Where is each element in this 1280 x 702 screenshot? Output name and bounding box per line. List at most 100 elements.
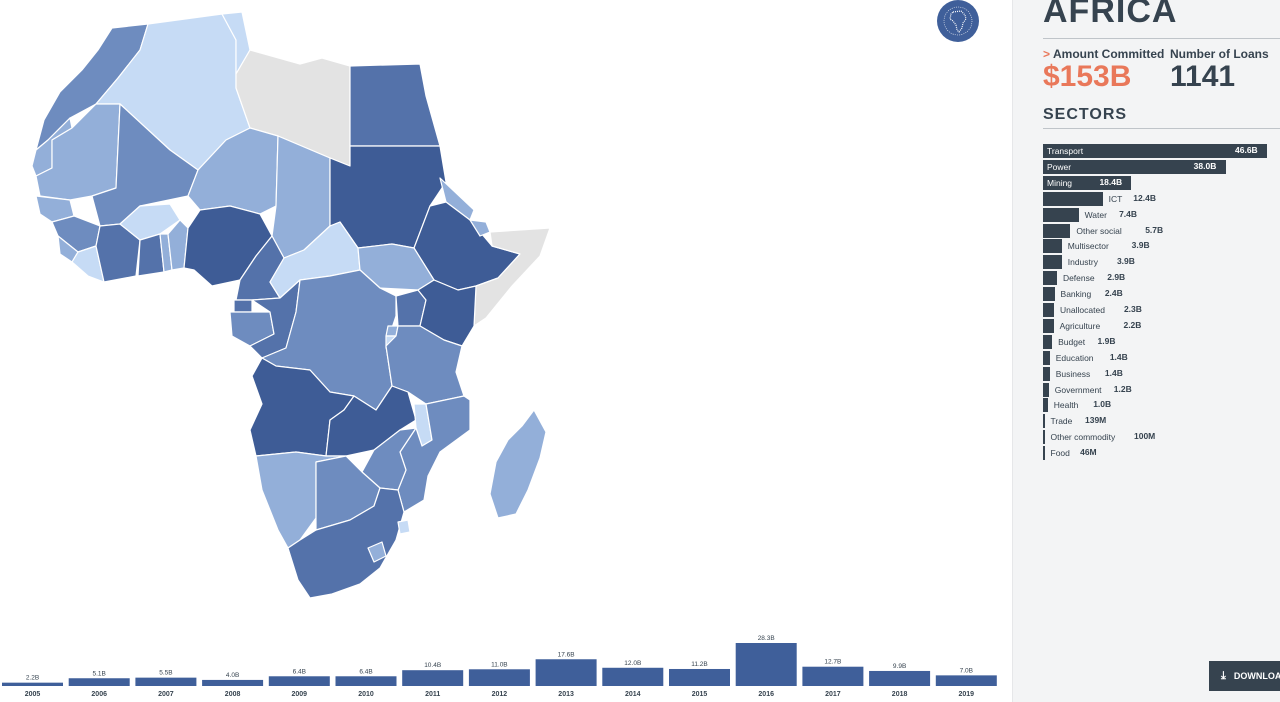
sector-value: 3.9B	[1116, 256, 1135, 267]
africa-map-svg	[31, 11, 551, 599]
amount-committed-label[interactable]: > Amount Committed	[1043, 47, 1164, 61]
year-bar[interactable]	[869, 670, 931, 686]
year-tick-label: 2016	[758, 691, 774, 698]
sector-row[interactable]: Government 1.2B	[1043, 382, 1280, 397]
sector-row[interactable]: Education 1.4B	[1043, 350, 1280, 365]
year-bar-value-label: 12.7B	[824, 659, 841, 666]
sector-value: 2.9B	[1107, 272, 1126, 283]
sector-value: 1.9B	[1097, 335, 1116, 346]
sector-value: 2.3B	[1123, 304, 1142, 314]
sector-bar	[1043, 350, 1050, 365]
year-bar-value-label: 2.2B	[26, 675, 39, 682]
sector-bar	[1043, 175, 1132, 190]
africa-globe-icon[interactable]	[937, 0, 979, 42]
sector-name: Unallocated	[1060, 305, 1105, 315]
year-tick-label: 2013	[558, 691, 574, 698]
sector-value: 18.4B	[1099, 176, 1123, 187]
sector-bar	[1043, 398, 1048, 413]
sector-row[interactable]: Power 38.0B	[1043, 159, 1280, 174]
year-tick-label: 2010	[358, 691, 374, 698]
sector-bar	[1043, 191, 1103, 206]
sector-bar	[1043, 366, 1050, 381]
sector-name: Industry	[1067, 257, 1098, 268]
year-tick-label: 2007	[158, 691, 174, 698]
sector-bar	[1043, 334, 1053, 349]
sector-value: 1.2B	[1113, 383, 1132, 394]
sector-bar	[1043, 430, 1045, 445]
year-bar[interactable]	[335, 676, 397, 686]
sector-row[interactable]: Budget 1.9B	[1043, 334, 1280, 349]
country-madagascar[interactable]	[489, 409, 547, 519]
sector-row[interactable]: Food 46M	[1043, 446, 1280, 461]
sector-row[interactable]: Banking 2.4B	[1043, 287, 1280, 302]
country-kenya[interactable]	[417, 279, 477, 347]
sector-bar	[1043, 255, 1062, 270]
sector-bar	[1043, 159, 1226, 174]
sector-row[interactable]: Defense 2.9B	[1043, 271, 1280, 286]
year-bar[interactable]	[2, 682, 63, 686]
number-of-loans-label[interactable]: Number of Loans	[1170, 47, 1269, 61]
country-equatorial-guinea[interactable]	[233, 299, 253, 313]
sector-row[interactable]: Multisector 3.9B	[1043, 239, 1280, 254]
sector-row[interactable]: Transport 46.6B	[1043, 144, 1280, 158]
country-eswatini[interactable]	[397, 519, 411, 535]
sector-name: Transport	[1047, 146, 1084, 156]
amount-committed-label-text: Amount Committed	[1053, 47, 1165, 61]
country-lesotho[interactable]	[367, 541, 387, 563]
sector-name: Budget	[1058, 336, 1086, 347]
year-bar[interactable]	[935, 675, 997, 686]
sector-value: 1.4B	[1104, 367, 1123, 378]
year-bar[interactable]	[669, 668, 730, 686]
year-tick-label: 2019	[959, 691, 975, 698]
sector-row[interactable]: Agriculture 2.2B	[1043, 318, 1280, 333]
country-niger[interactable]	[187, 127, 279, 215]
year-bar[interactable]	[68, 678, 130, 686]
country-south-africa[interactable]	[287, 487, 405, 599]
sector-name: Multisector	[1067, 241, 1109, 252]
year-bar-value-label: 11.0B	[491, 661, 508, 668]
country-egypt[interactable]	[349, 63, 441, 147]
year-bar-value-label: 9.9B	[893, 663, 906, 670]
year-bar[interactable]	[602, 667, 664, 686]
sector-value: 2.4B	[1104, 288, 1123, 299]
year-tick-label: 2005	[25, 691, 41, 698]
year-bar[interactable]	[402, 670, 464, 686]
year-bar[interactable]	[268, 676, 330, 686]
sector-row[interactable]: Water 7.4B	[1043, 207, 1280, 222]
sectors-divider	[1043, 128, 1280, 129]
year-bar[interactable]	[468, 669, 530, 686]
sector-row[interactable]: ICT 12.4B	[1043, 191, 1280, 206]
sector-name: Other social	[1076, 225, 1122, 236]
year-bar[interactable]	[135, 677, 197, 686]
sector-row[interactable]: Health 1.0B	[1043, 398, 1280, 413]
sector-row[interactable]: Other commodity 100M	[1043, 430, 1280, 445]
sector-name: Education	[1055, 352, 1094, 363]
sector-name: Food	[1050, 448, 1070, 459]
africa-map	[31, 0, 979, 599]
download-button[interactable]: ⤓ DOWNLOAD	[1209, 661, 1280, 691]
sector-bar	[1043, 271, 1057, 286]
sector-row[interactable]: Business 1.4B	[1043, 366, 1280, 381]
year-bar-value-label: 4.0B	[226, 672, 239, 679]
sector-value: 38.0B	[1193, 160, 1217, 171]
sector-row[interactable]: Unallocated 2.3B	[1043, 303, 1280, 317]
sector-row[interactable]: Industry 3.9B	[1043, 255, 1280, 270]
year-bar-value-label: 17.6B	[558, 651, 575, 658]
sector-row[interactable]: Mining 18.4B	[1043, 175, 1280, 190]
year-tick-label: 2008	[225, 691, 241, 698]
year-bar[interactable]	[535, 659, 597, 686]
sector-name: Health	[1053, 400, 1079, 411]
year-bar[interactable]	[802, 666, 864, 686]
sector-value: 2.2B	[1123, 319, 1142, 330]
sectors-title: SECTORS	[1043, 106, 1128, 123]
region-sidebar: AFRICA > Amount Committed Number of Loans…	[1012, 0, 1280, 702]
sector-bar	[1043, 207, 1079, 222]
chevron-right-icon: >	[1043, 47, 1051, 61]
year-bar[interactable]	[735, 643, 797, 686]
sector-name: Other commodity	[1050, 432, 1116, 443]
year-bar[interactable]	[202, 679, 264, 686]
sector-row[interactable]: Trade 139M	[1043, 414, 1280, 429]
sector-row[interactable]: Other social 5.7B	[1043, 223, 1280, 238]
number-of-loans-value: 1141	[1170, 60, 1236, 93]
sector-name: Trade	[1050, 416, 1073, 427]
